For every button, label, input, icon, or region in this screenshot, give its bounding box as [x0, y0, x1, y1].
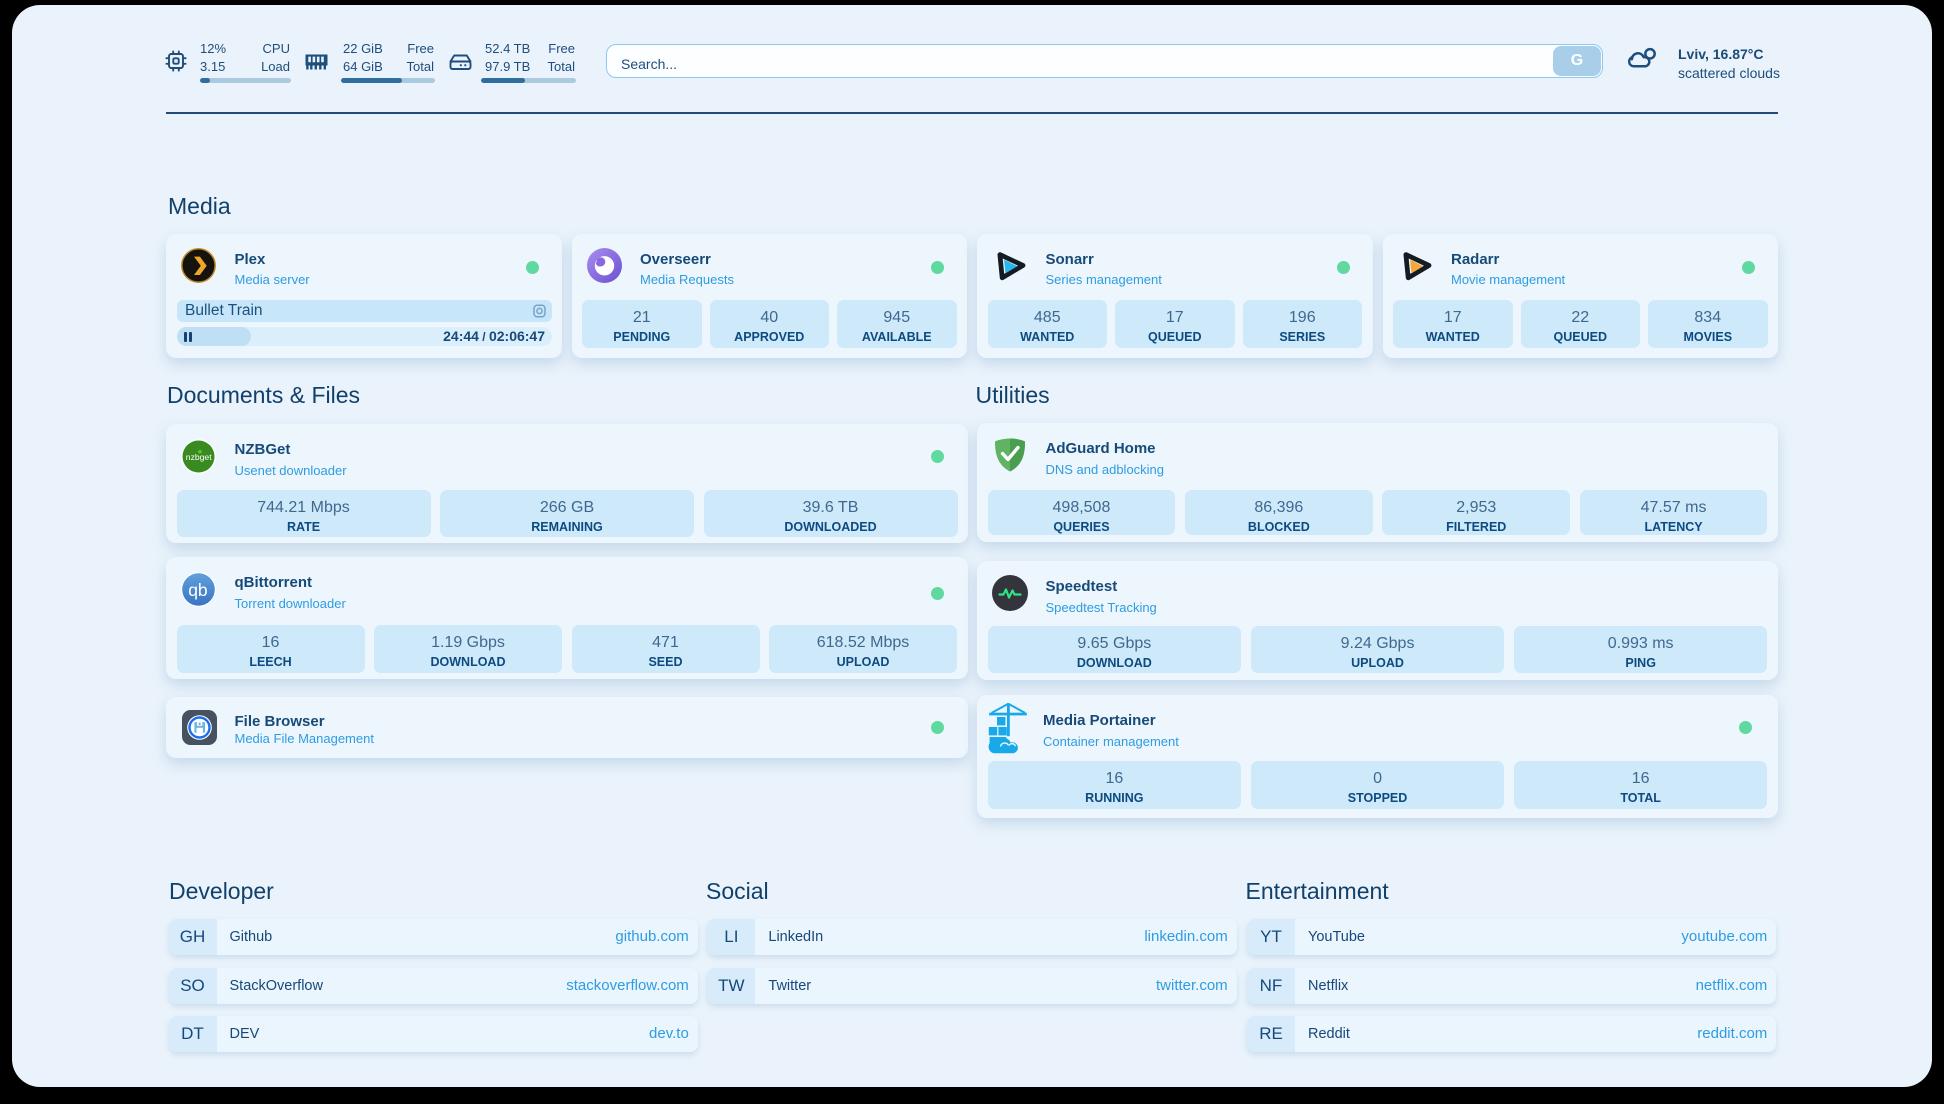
- svg-text:qb: qb: [188, 580, 207, 600]
- svg-text:nzbget: nzbget: [186, 452, 212, 462]
